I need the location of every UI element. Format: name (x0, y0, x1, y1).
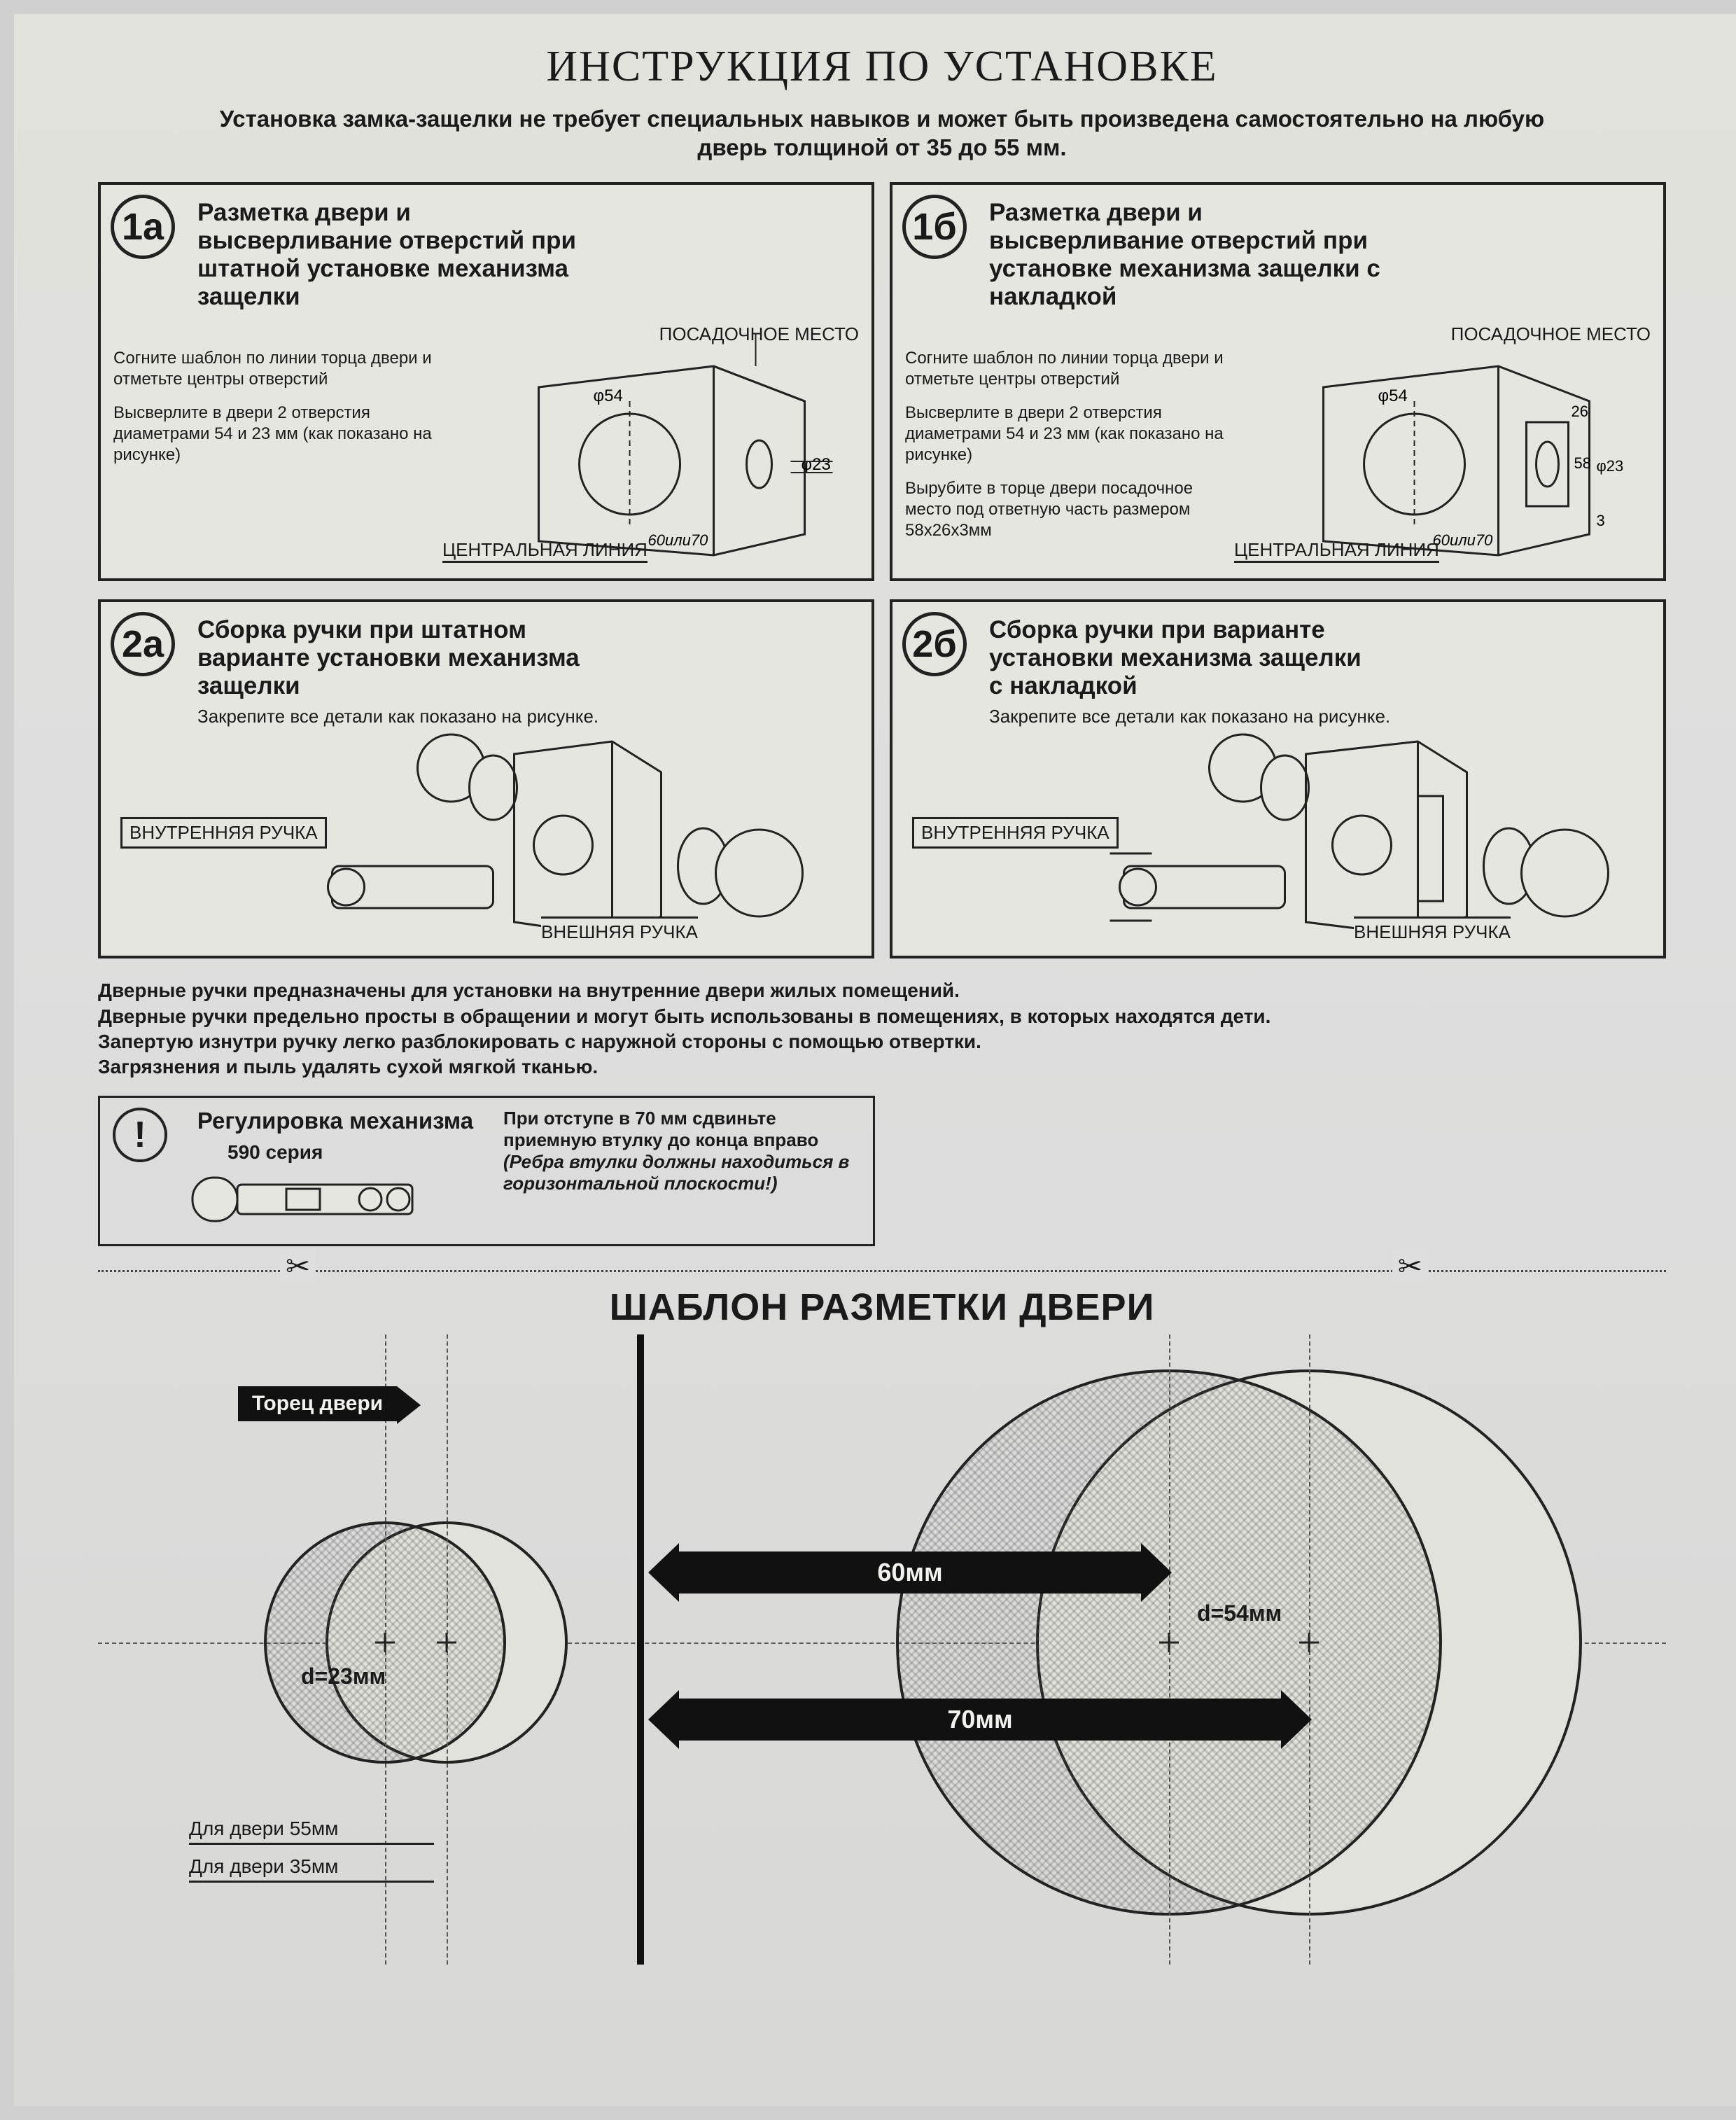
inner-knob-label: ВНУТРЕННЯЯ РУЧКА (120, 817, 327, 849)
cut-line: ✂ ✂ (98, 1255, 1666, 1285)
adjustment-text-2: (Ребра втулки должны находиться в горизо… (503, 1151, 860, 1194)
panel-1a: 1а Разметка двери и высверливание отверс… (98, 182, 874, 581)
latch-mechanism-svg (188, 1168, 447, 1231)
center-mark (375, 1633, 395, 1652)
dim-d23: φ23 (1596, 457, 1623, 475)
outer-knob-label: ВНЕШНЯЯ РУЧКА (1354, 916, 1511, 943)
door-marking-diagram: φ54 φ23 26 58 3 60или70 (1234, 324, 1651, 562)
page-subtitle: Установка замка-защелки не требует специ… (217, 104, 1547, 162)
panel-text-line: Согните шаблон по линии торца двери и от… (113, 348, 434, 390)
adjustment-panel: ! Регулировка механизма 590 серия При от… (98, 1096, 875, 1246)
step-number-badge: 1б (902, 195, 967, 259)
usage-notes: Дверные ручки предназначены для установк… (98, 978, 1666, 1080)
scissors-icon: ✂ (280, 1249, 316, 1283)
steps-grid: 1а Разметка двери и высверливание отверс… (98, 182, 1666, 959)
panel-title: Разметка двери и высверливание отверстий… (197, 199, 589, 312)
step-number-badge: 2а (111, 612, 175, 676)
backset-arrow-60: 60мм (679, 1551, 1141, 1594)
assembly-diagram: ВНУТРЕННЯЯ РУЧКА (905, 733, 1651, 943)
panel-title: Разметка двери и высверливание отверстий… (989, 199, 1381, 312)
dim-backset: 60или70 (648, 531, 708, 549)
drill-template: Торец двери 60мм 70мм d=23мм d=54мм Для … (98, 1334, 1666, 1965)
seat-label: ПОСАДОЧНОЕ МЕСТО (1451, 324, 1651, 344)
step-number-badge: 1а (111, 195, 175, 259)
door-edge-line (637, 1334, 644, 1965)
center-line-label: ЦЕНТРАЛЬНАЯ ЛИНИЯ (1234, 539, 1439, 563)
dim-d54: φ54 (593, 386, 622, 405)
panel-subtitle: Закрепите все детали как показано на рис… (197, 706, 859, 727)
template-title: ШАБЛОН РАЗМЕТКИ ДВЕРИ (98, 1285, 1666, 1329)
step-number-badge: 2б (902, 612, 967, 676)
inner-knob-label: ВНУТРЕННЯЯ РУЧКА (912, 817, 1119, 849)
page-title: ИНСТРУКЦИЯ ПО УСТАНОВКЕ (98, 42, 1666, 92)
backset-arrow-70: 70мм (679, 1699, 1281, 1741)
door-thickness-35: Для двери 35мм (189, 1855, 434, 1883)
dim-backset: 60или70 (1432, 531, 1493, 549)
center-mark (1159, 1633, 1179, 1652)
panel-text-line: Высверлите в двери 2 отверстия диаметрам… (113, 403, 434, 466)
adjustment-series: 590 серия (227, 1141, 482, 1164)
panel-diagram: ПОСАДОЧНОЕ МЕСТО φ54 φ23 26 58 (1234, 324, 1651, 566)
center-mark (1299, 1633, 1319, 1652)
scissors-icon: ✂ (1392, 1249, 1428, 1283)
panel-text-line: Высверлите в двери 2 отверстия диаметрам… (905, 403, 1226, 466)
panel-title: Сборка ручки при варианте установки меха… (989, 616, 1381, 701)
diameter-label-23: d=23мм (301, 1664, 386, 1689)
adjustment-title: Регулировка механизма (188, 1108, 482, 1134)
panel-2a: 2а Сборка ручки при штатном варианте уст… (98, 599, 874, 959)
attention-icon: ! (113, 1108, 167, 1162)
center-line-label: ЦЕНТРАЛЬНАЯ ЛИНИЯ (442, 539, 648, 563)
dim-d54: φ54 (1378, 386, 1407, 405)
dim-3: 3 (1596, 512, 1604, 529)
adjustment-left: Регулировка механизма 590 серия (188, 1108, 482, 1234)
panel-text-line: Вырубите в торце двери посадочное место … (905, 478, 1226, 541)
panel-title: Сборка ручки при штатном варианте устано… (197, 616, 589, 701)
diameter-label-54: d=54мм (1197, 1601, 1282, 1626)
instruction-page: ИНСТРУКЦИЯ ПО УСТАНОВКЕ Установка замка-… (14, 14, 1736, 2106)
door-thickness-55: Для двери 55мм (189, 1818, 434, 1845)
panel-text: Согните шаблон по линии торца двери и от… (905, 324, 1226, 566)
adjustment-text: При отступе в 70 мм сдвиньте приемную вт… (503, 1108, 860, 1195)
center-mark (437, 1633, 456, 1652)
panel-text: Согните шаблон по линии торца двери и от… (113, 324, 434, 566)
assembly-diagram: ВНУТРЕННЯЯ РУЧКА (113, 733, 859, 943)
door-marking-diagram: φ54 φ23 60или70 (442, 324, 859, 562)
door-edge-label: Торец двери (238, 1386, 397, 1421)
dim-d23: φ23 (801, 455, 830, 474)
panel-2b: 2б Сборка ручки при варианте установки м… (890, 599, 1666, 959)
panel-diagram: ПОСАДОЧНОЕ МЕСТО φ54 φ23 (442, 324, 859, 566)
panel-subtitle: Закрепите все детали как показано на рис… (989, 706, 1651, 727)
seat-label: ПОСАДОЧНОЕ МЕСТО (659, 324, 859, 344)
panel-text-line: Согните шаблон по линии торца двери и от… (905, 348, 1226, 390)
adjustment-text-1: При отступе в 70 мм сдвиньте приемную вт… (503, 1108, 860, 1151)
outer-knob-label: ВНЕШНЯЯ РУЧКА (541, 916, 698, 943)
dim-26: 26 (1571, 403, 1588, 420)
panel-1b: 1б Разметка двери и высверливание отверс… (890, 182, 1666, 581)
dim-58: 58 (1574, 454, 1590, 472)
